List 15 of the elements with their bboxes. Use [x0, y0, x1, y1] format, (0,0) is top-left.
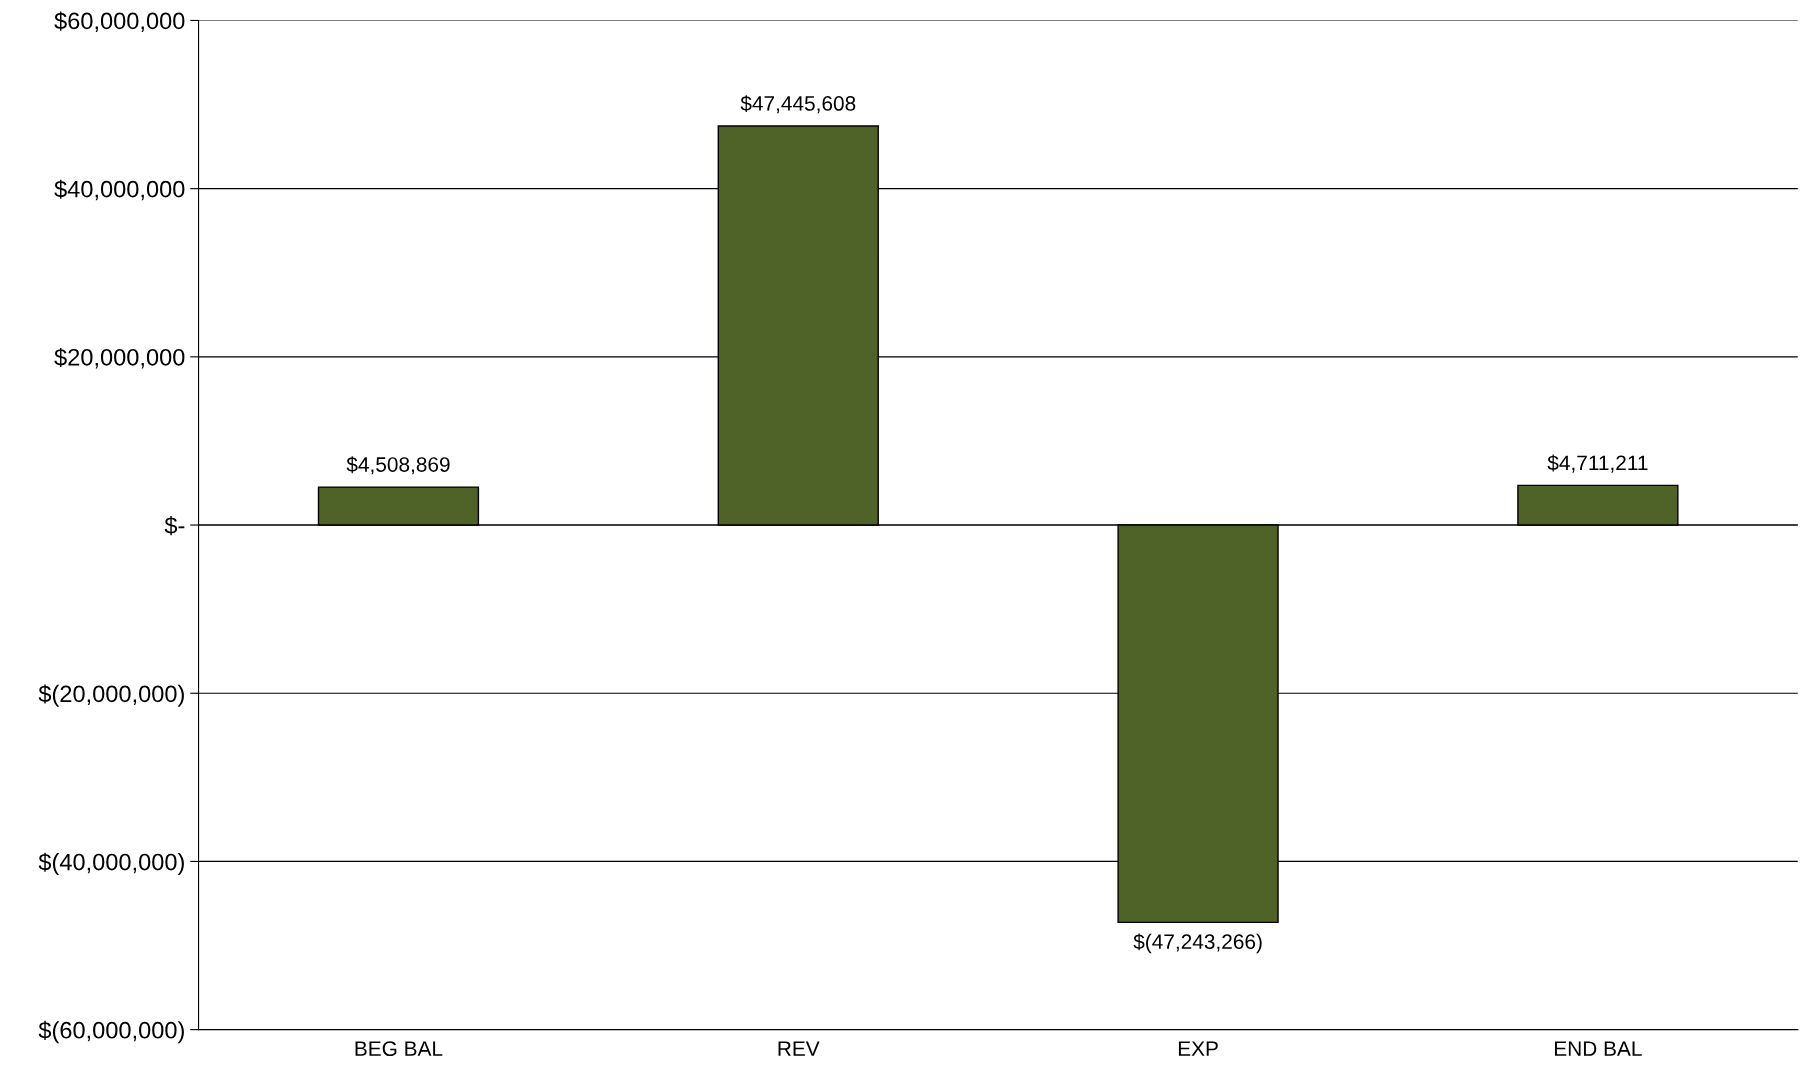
y-tick-label: $60,000,000: [54, 11, 185, 33]
x-tick-label: EXP: [1178, 1041, 1218, 1056]
y-tick-label: $(60,000,000): [38, 1020, 184, 1044]
data-label: $4,711,211: [1547, 454, 1648, 473]
data-label: $47,445,608: [740, 95, 856, 114]
y-tick-label: $(40,000,000): [38, 852, 184, 876]
x-tick-label: BEG BAL: [355, 1041, 443, 1057]
data-label: $(47,243,266): [1133, 933, 1262, 954]
x-tick-label: END BAL: [1555, 1041, 1642, 1056]
x-tick-label: REV: [778, 1041, 820, 1056]
y-tick-label: $-: [164, 516, 185, 536]
y-tick-label: $(20,000,000): [38, 684, 184, 707]
y-tick-label: $40,000,000: [54, 179, 185, 201]
data-label: $4,508,869: [346, 456, 450, 475]
y-tick-label: $20,000,000: [54, 347, 185, 369]
